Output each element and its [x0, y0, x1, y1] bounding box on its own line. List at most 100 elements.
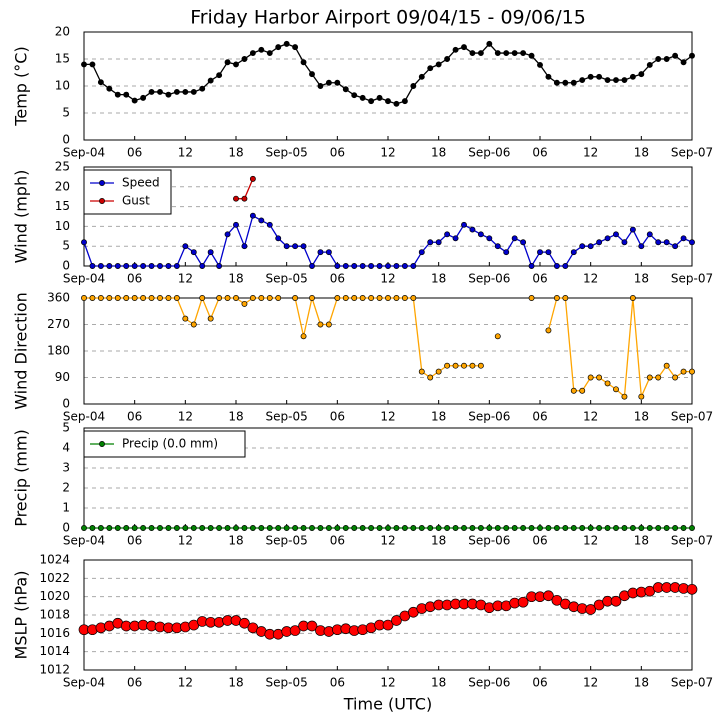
data-point — [325, 79, 332, 86]
x-tick-label: Sep-05 — [266, 146, 308, 160]
data-point — [494, 50, 501, 57]
data-point — [680, 368, 687, 375]
y-tick-label: 180 — [47, 344, 70, 358]
data-point — [190, 321, 197, 328]
data-point — [89, 295, 96, 301]
data-point — [258, 46, 265, 53]
data-point — [385, 263, 391, 269]
data-point — [570, 387, 577, 394]
data-point — [520, 239, 527, 246]
data-point — [292, 243, 299, 250]
data-point — [587, 374, 594, 381]
data-point — [275, 44, 282, 51]
plot-frame — [83, 559, 693, 671]
x-tick-label: 18 — [431, 676, 446, 690]
x-tick-label: 06 — [127, 146, 142, 160]
data-point — [309, 525, 315, 531]
x-tick-label: 12 — [380, 146, 395, 160]
data-point — [249, 295, 256, 301]
data-point — [249, 175, 256, 182]
data-point — [596, 239, 603, 246]
data-point — [368, 263, 375, 269]
legend-marker — [99, 198, 105, 204]
data-point — [486, 525, 493, 531]
x-tick-label: 12 — [583, 272, 598, 286]
data-point — [266, 50, 273, 57]
x-tick-label: 12 — [178, 534, 193, 548]
x-tick-label: 06 — [532, 676, 547, 690]
data-point — [309, 295, 315, 301]
data-point — [646, 231, 653, 238]
data-point — [182, 243, 189, 250]
data-point — [325, 249, 332, 256]
data-point — [663, 362, 670, 369]
y-tick-label: 3 — [62, 461, 70, 475]
data-point — [300, 243, 307, 250]
data-point — [317, 83, 324, 89]
data-point — [672, 52, 679, 59]
data-point — [672, 243, 679, 250]
x-tick-label: Sep-06 — [468, 534, 510, 548]
data-point — [418, 525, 425, 531]
data-point — [469, 362, 476, 369]
data-point — [503, 249, 510, 256]
data-point — [216, 72, 223, 79]
data-point — [233, 221, 239, 228]
chart-title: Friday Harbor Airport 09/04/15 - 09/06/1… — [190, 7, 586, 29]
data-point — [604, 235, 611, 242]
data-point — [477, 50, 484, 57]
data-point — [165, 295, 172, 301]
data-point — [140, 525, 147, 531]
data-point — [587, 73, 594, 80]
data-point — [621, 239, 628, 246]
data-point — [342, 295, 349, 301]
data-point — [562, 525, 569, 531]
data-point — [359, 295, 366, 301]
x-tick-label: Sep-05 — [266, 410, 308, 424]
data-point — [182, 525, 189, 531]
data-point — [638, 71, 645, 78]
x-tick-label: 12 — [583, 676, 598, 690]
data-point — [444, 231, 451, 238]
y-tick-label: 5 — [62, 239, 70, 253]
x-tick-label: 18 — [431, 534, 446, 548]
data-point — [157, 295, 163, 301]
data-point — [511, 525, 518, 531]
data-point — [275, 235, 282, 242]
legend-box — [83, 169, 172, 215]
data-point — [579, 243, 586, 250]
data-point — [123, 91, 130, 98]
y-tick-label: 360 — [47, 291, 70, 305]
data-point — [517, 596, 529, 608]
data-point — [241, 243, 248, 250]
x-tick-label: 06 — [532, 272, 547, 286]
x-tick-label: 12 — [583, 534, 598, 548]
data-point — [241, 300, 248, 307]
data-point — [89, 61, 96, 68]
data-point — [114, 263, 121, 269]
x-axis-label: Time (UTC) — [343, 695, 432, 714]
data-point — [435, 61, 442, 68]
data-point — [334, 295, 341, 301]
data-point — [528, 295, 535, 301]
data-point — [503, 50, 510, 57]
data-point — [165, 263, 172, 269]
data-point — [461, 525, 467, 531]
data-point — [537, 525, 543, 531]
x-tick-label: Sep-06 — [468, 272, 510, 286]
data-point — [123, 525, 130, 531]
y-tick-label: 2 — [62, 481, 70, 495]
data-point — [106, 525, 113, 531]
data-point — [190, 249, 197, 256]
data-point — [427, 374, 434, 381]
data-point — [300, 59, 307, 66]
y-tick-label: 0 — [62, 133, 70, 147]
data-point — [148, 88, 155, 95]
x-tick-label: Sep-06 — [468, 676, 510, 690]
data-point — [342, 263, 349, 269]
x-tick-label: Sep-04 — [63, 146, 105, 160]
data-point — [427, 525, 434, 531]
data-point — [621, 525, 628, 531]
data-point — [123, 263, 130, 269]
